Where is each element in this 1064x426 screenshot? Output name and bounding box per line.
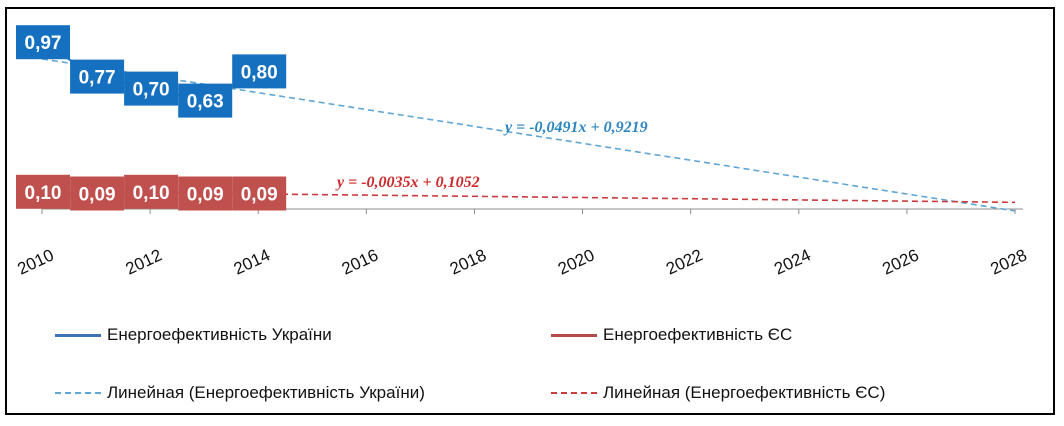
data-label-box xyxy=(178,176,233,211)
legend-swatch-eu xyxy=(551,333,597,337)
trendline-equation-ukraine: y = -0,0491x + 0,9219 xyxy=(503,119,648,136)
x-tick-label: 2024 xyxy=(771,245,813,278)
data-label: 0,09 xyxy=(187,185,224,206)
data-label: 0,80 xyxy=(241,62,278,83)
x-tick-label: 2020 xyxy=(555,245,597,278)
legend-item-trend-eu: Линейная (Енергоефективність ЄС) xyxy=(551,383,885,403)
data-label-box xyxy=(16,25,70,60)
data-label-box xyxy=(124,71,179,106)
x-tick-label: 2026 xyxy=(879,245,921,278)
chart-frame: 2010 2012 2014 2016 2018 2020 2022 2024 2026 2028… xyxy=(5,7,1055,415)
x-tick-label: 2016 xyxy=(339,245,381,278)
data-label-box xyxy=(232,176,287,211)
legend-label-trend-eu: Линейная (Енергоефективність ЄС) xyxy=(603,383,886,402)
legend-swatch-ukraine xyxy=(55,333,101,337)
line-chart: 2010 2012 2014 2016 2018 2020 2022 2024 2026 2028… xyxy=(15,25,1030,279)
x-tick-label: 2010 xyxy=(15,245,57,278)
data-label-box xyxy=(70,59,125,94)
data-label-box xyxy=(124,174,179,209)
x-tick-label: 2018 xyxy=(447,245,489,278)
legend-item-eu: Енергоефективність ЄС xyxy=(551,325,792,345)
x-tick-label: 2022 xyxy=(663,245,705,278)
data-label: 0,63 xyxy=(187,92,224,113)
legend-label-eu: Енергоефективність ЄС xyxy=(603,325,793,344)
data-label: 0,70 xyxy=(133,80,170,101)
data-label-box xyxy=(70,176,125,211)
data-label: 0,97 xyxy=(25,33,62,54)
data-label-box xyxy=(232,54,287,89)
data-label: 0,10 xyxy=(133,183,170,204)
data-label-box xyxy=(178,83,233,118)
data-label: 0,77 xyxy=(79,68,116,89)
legend-swatch-trend-ukraine xyxy=(55,392,101,394)
legend-label-trend-ukraine: Линейная (Енергоефективність України) xyxy=(107,383,425,402)
legend-item-trend-ukraine: Линейная (Енергоефективність України) xyxy=(55,383,425,403)
data-label: 0,09 xyxy=(241,185,278,206)
trendline-equation-eu: y = -0,0035x + 0,1052 xyxy=(335,174,480,191)
data-label: 0,10 xyxy=(25,183,62,204)
legend-item-ukraine: Енергоефективність України xyxy=(55,325,332,345)
legend-swatch-trend-eu xyxy=(551,392,597,394)
legend-label-ukraine: Енергоефективність України xyxy=(107,325,332,344)
data-label-box xyxy=(16,174,70,209)
x-tick-label: 2014 xyxy=(231,245,273,278)
data-label: 0,09 xyxy=(79,185,116,206)
x-tick-label: 2028 xyxy=(988,245,1030,278)
x-tick-label: 2012 xyxy=(123,245,165,278)
